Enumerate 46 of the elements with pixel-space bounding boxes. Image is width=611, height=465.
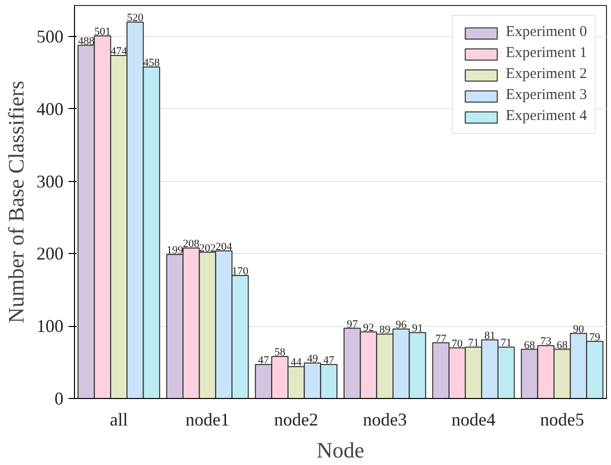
x-axis-title: Node — [316, 438, 364, 462]
data-label: 70 — [452, 338, 464, 350]
x-tick-label: node1 — [186, 410, 230, 430]
legend-label: Experiment 0 — [506, 24, 587, 41]
x-tick-label: node2 — [274, 410, 318, 430]
x-tick-label: node3 — [362, 410, 407, 430]
x-tick-label: node5 — [540, 410, 584, 430]
data-label: 47 — [323, 354, 335, 366]
data-label: 204 — [216, 240, 233, 253]
y-axis-title: Number of Base Classifiers — [4, 80, 28, 324]
y-tick-label: 100 — [36, 316, 64, 336]
x-tick-label: all — [110, 410, 128, 430]
data-label: 44 — [290, 356, 302, 369]
data-label: 73 — [540, 336, 552, 348]
data-label: 97 — [346, 318, 358, 330]
data-label: 92 — [363, 322, 374, 334]
data-label: 71 — [500, 337, 512, 350]
data-label: 488 — [78, 35, 95, 48]
y-tick-label: 300 — [36, 171, 64, 192]
data-label: 49 — [306, 353, 318, 366]
y-tick-label: 200 — [36, 244, 64, 264]
data-label: 90 — [572, 323, 584, 336]
legend-label: Experiment 4 — [506, 108, 587, 125]
data-label: 202 — [199, 242, 216, 254]
data-label: 68 — [556, 339, 568, 352]
y-tick-label: 400 — [36, 98, 64, 119]
legend-label: Experiment 3 — [506, 87, 587, 104]
y-tick-label: 500 — [36, 26, 64, 47]
data-label: 47 — [258, 354, 270, 366]
y-tick-label: 0 — [54, 388, 64, 408]
legend-label: Experiment 2 — [506, 66, 587, 83]
data-label: 68 — [524, 339, 536, 352]
data-label: 89 — [379, 324, 391, 336]
data-label: 96 — [396, 319, 408, 332]
data-label: 81 — [484, 330, 496, 342]
data-label: 501 — [94, 26, 111, 38]
data-label: 77 — [435, 332, 447, 345]
data-label: 208 — [182, 238, 200, 250]
data-label: 170 — [232, 265, 249, 278]
data-label: 71 — [468, 337, 479, 350]
x-tick-label: node4 — [452, 410, 496, 430]
data-label: 91 — [412, 322, 423, 335]
data-label: 520 — [126, 12, 144, 24]
legend-label: Experiment 1 — [506, 45, 587, 62]
data-label: 58 — [274, 346, 286, 359]
data-label: 79 — [589, 331, 601, 344]
